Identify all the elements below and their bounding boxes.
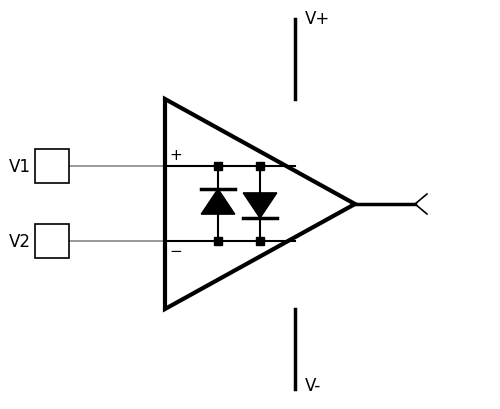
Bar [214, 163, 222, 171]
Bar [35, 150, 69, 184]
Text: −: − [169, 243, 182, 258]
Text: V2: V2 [9, 232, 31, 250]
Text: V-: V- [305, 376, 321, 394]
Bar [35, 225, 69, 258]
Polygon shape [243, 193, 277, 218]
Bar [256, 163, 264, 171]
Bar [256, 237, 264, 245]
Bar [214, 237, 222, 245]
Polygon shape [201, 189, 235, 215]
Text: V1: V1 [9, 157, 31, 175]
Text: V+: V+ [305, 10, 330, 28]
Text: +: + [169, 148, 182, 163]
